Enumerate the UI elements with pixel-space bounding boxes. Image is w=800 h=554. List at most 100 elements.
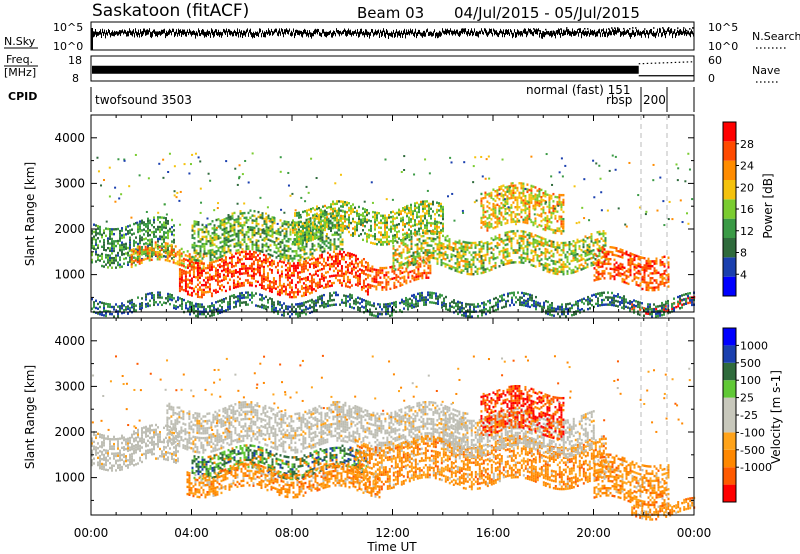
power-cell (600, 232, 603, 236)
power-cell (134, 259, 137, 262)
power-cell (366, 233, 368, 236)
power-cell (159, 228, 161, 231)
power-cell (330, 203, 332, 206)
power-cell (508, 209, 511, 212)
power-cell (474, 253, 477, 257)
power-cell (226, 274, 229, 277)
power-cell (188, 286, 191, 289)
power-cell (272, 260, 275, 263)
power-cell (456, 255, 459, 259)
nsky-sample (439, 30, 440, 37)
power-cell (442, 247, 445, 251)
power-cell (651, 276, 654, 280)
power-cell (426, 219, 428, 222)
power-cell (170, 243, 173, 247)
power-cell (418, 237, 421, 241)
power-cell (209, 258, 212, 262)
power-cell (383, 266, 386, 270)
power-cell (239, 217, 242, 220)
power-cell (203, 250, 206, 253)
power-cell (312, 288, 315, 291)
power-cell (119, 237, 121, 240)
power-cell (283, 232, 286, 235)
power-cell (647, 267, 650, 270)
power-cell (450, 253, 453, 256)
nsky-sample (258, 32, 259, 38)
power-cell (486, 205, 489, 208)
power-cell (340, 274, 343, 278)
power-cell (472, 263, 475, 266)
power-cell (174, 245, 177, 248)
power-cell (405, 269, 408, 273)
power-cell (508, 235, 511, 238)
power-cell (324, 276, 327, 279)
nsky-sample (555, 32, 556, 39)
power-cell (324, 223, 326, 227)
power-cell (655, 262, 658, 265)
power-cell (352, 208, 354, 211)
power-cell (95, 250, 97, 254)
power-cell (368, 219, 370, 222)
nsky-sample (215, 29, 216, 33)
power-cell (200, 293, 203, 296)
power-cell (560, 193, 563, 197)
power-cell (277, 242, 280, 245)
power-cell (338, 207, 340, 210)
power-cell (484, 196, 487, 199)
power-cell (290, 271, 293, 275)
nsky-sample (216, 29, 217, 35)
power-cell (338, 200, 340, 203)
power-cell (257, 222, 260, 226)
power-cell (528, 212, 531, 216)
power-cell (456, 241, 459, 244)
power-cell (340, 205, 342, 208)
power-cell (572, 271, 575, 274)
power-cell (446, 256, 449, 259)
power-cell (328, 263, 331, 266)
power-cell (649, 262, 652, 265)
power-cell (407, 259, 410, 262)
nsky-sample (197, 32, 198, 37)
power-cell (426, 229, 429, 233)
power-cell (494, 209, 497, 212)
power-cell (544, 257, 547, 260)
power-cell (306, 214, 308, 217)
power-cell (279, 250, 282, 253)
power-cell (510, 216, 513, 219)
power-cell (480, 255, 483, 258)
power-cell (188, 279, 191, 282)
power-cell (239, 246, 242, 249)
power-cell (287, 247, 290, 250)
power-cell (326, 256, 329, 259)
power-cell (271, 216, 274, 219)
power-cell (566, 265, 569, 268)
nsky-sample (290, 32, 291, 36)
power-cell (388, 216, 390, 219)
power-cell (322, 286, 325, 289)
power-cell (592, 244, 595, 247)
power-cell (117, 263, 119, 267)
power-cell (295, 254, 298, 258)
power-cell (428, 205, 430, 208)
freq-tick-top-left: 18 (68, 54, 82, 67)
nsky-sample (111, 31, 112, 36)
power-cell (617, 271, 620, 275)
power-cell (546, 267, 549, 271)
power-cell (596, 243, 599, 246)
power-cell (402, 250, 405, 254)
power-cell (294, 240, 296, 244)
power-cell (429, 255, 432, 258)
power-cell (373, 268, 376, 271)
power-cell (550, 245, 553, 248)
power-cell (627, 258, 630, 262)
power-cell (288, 281, 291, 284)
power-cell (442, 262, 445, 265)
nsky-sample (100, 29, 101, 35)
power-cell (462, 240, 465, 244)
nsky-sample (492, 32, 493, 37)
power-cell (354, 273, 357, 277)
power-cell (418, 230, 420, 233)
power-cell (582, 267, 585, 270)
power-cell (325, 235, 328, 238)
nsky-sample (126, 32, 127, 37)
